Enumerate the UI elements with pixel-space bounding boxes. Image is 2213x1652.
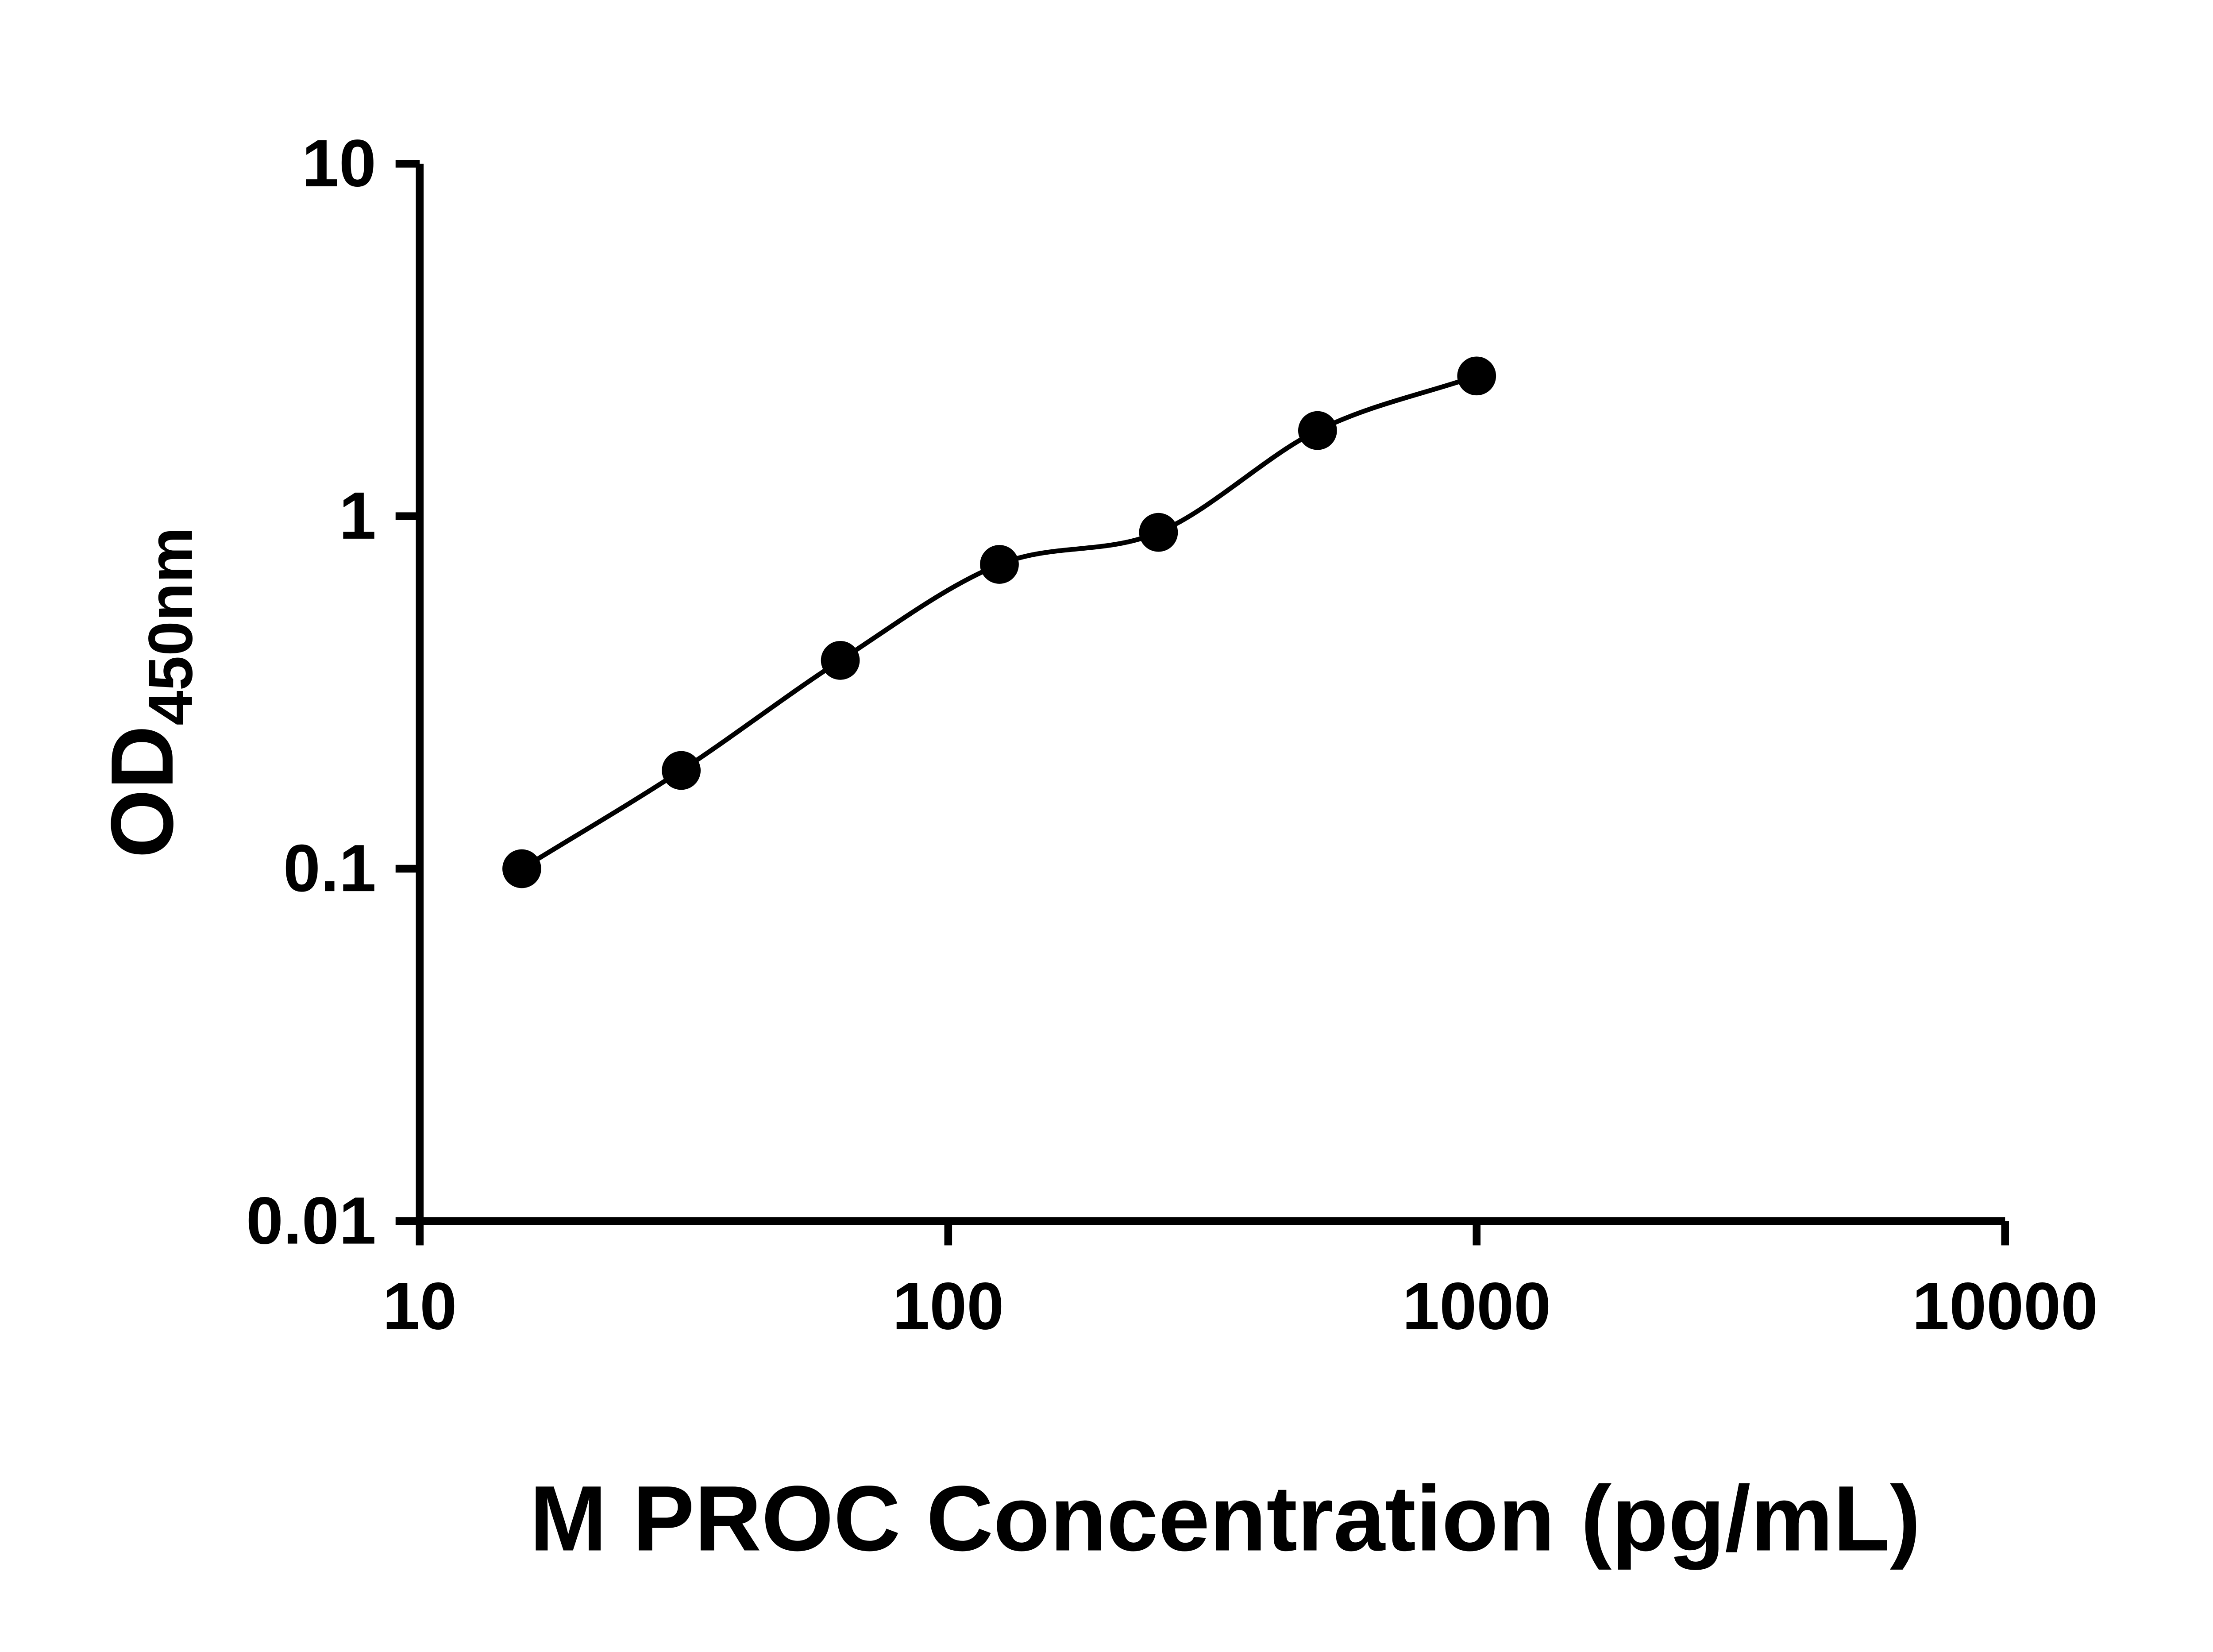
data-point-marker xyxy=(502,849,541,888)
x-axis-title: M PROC Concentration (pg/mL) xyxy=(530,1467,1921,1570)
data-point-marker xyxy=(1298,411,1337,450)
y-axis-title-main: OD xyxy=(93,726,192,858)
y-tick-label: 0.01 xyxy=(246,1183,376,1258)
y-tick-label: 10 xyxy=(302,126,376,201)
x-tick-label: 10000 xyxy=(1912,1269,2098,1343)
x-tick-label: 10 xyxy=(382,1269,457,1343)
y-tick-label: 1 xyxy=(339,479,376,553)
data-point-marker xyxy=(821,641,860,680)
data-point-marker xyxy=(662,751,701,790)
y-axis-title-subscript: 450nm xyxy=(135,527,205,726)
y-axis-title: OD450nm xyxy=(93,527,205,858)
data-point-marker xyxy=(1139,513,1178,552)
y-tick-label: 0.1 xyxy=(283,831,376,906)
fit-curve xyxy=(520,374,1477,871)
x-tick-label: 100 xyxy=(892,1269,1004,1343)
data-point-marker xyxy=(980,545,1019,584)
data-point-marker xyxy=(1457,356,1496,396)
plot-area: 10 100 1000 10000 10 1 0.1 0.01 xyxy=(246,126,2098,1344)
x-tick-label: 1000 xyxy=(1402,1269,1551,1343)
